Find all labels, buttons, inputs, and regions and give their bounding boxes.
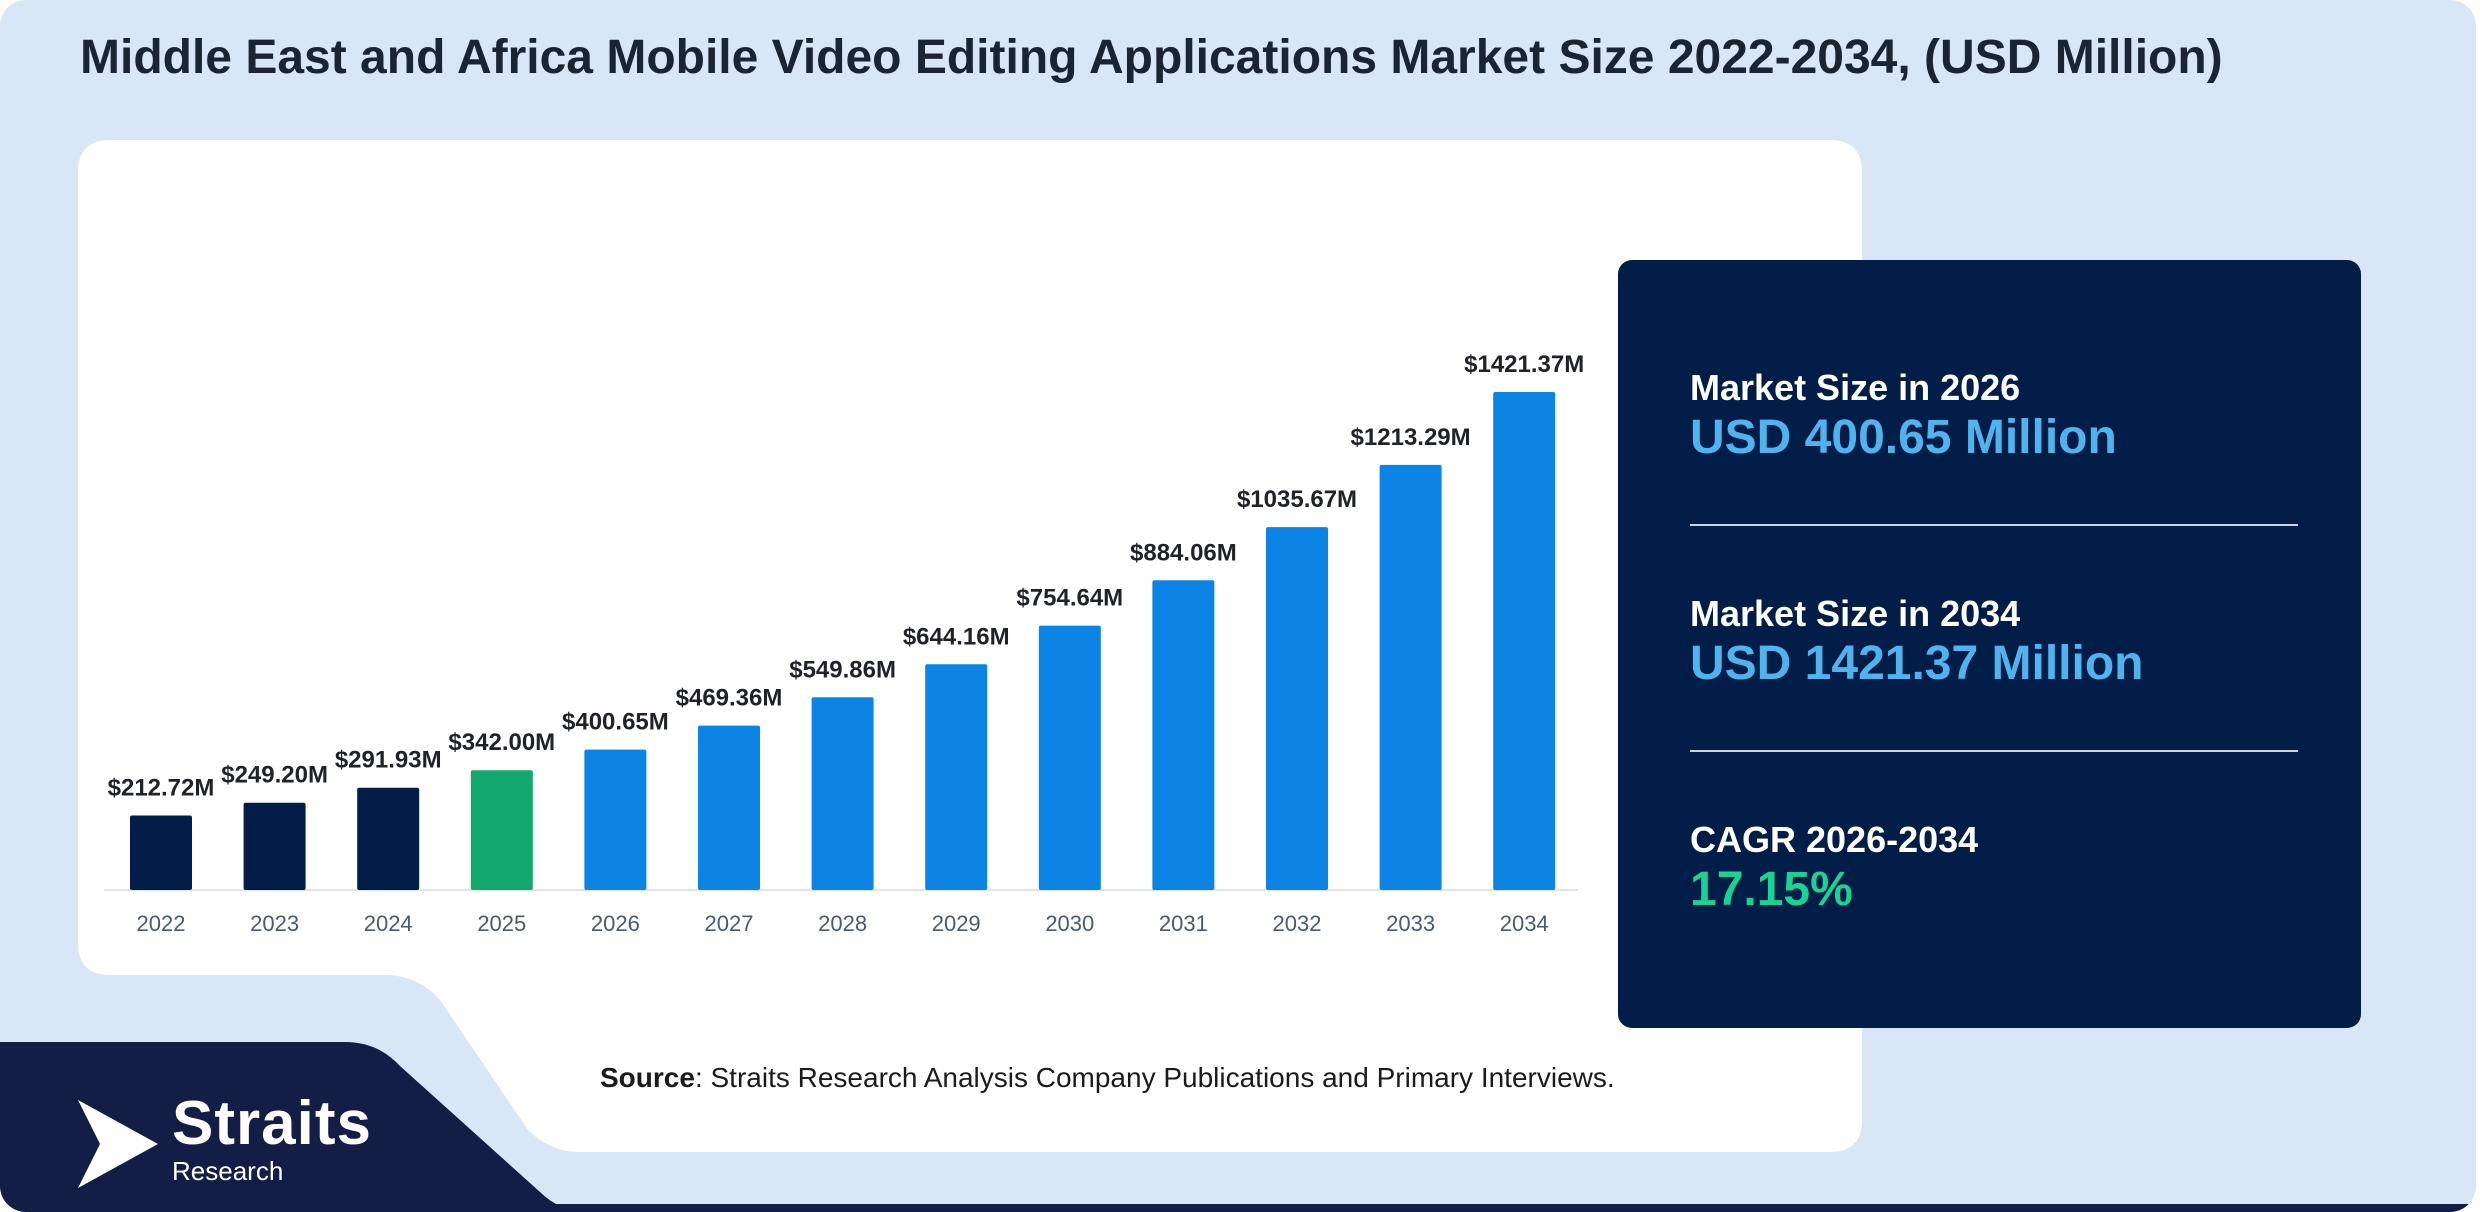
x-tick-label-2027: 2027	[705, 911, 754, 936]
bar-2033	[1379, 464, 1442, 890]
x-tick-label-2031: 2031	[1159, 911, 1208, 936]
bar-2030	[1038, 625, 1101, 890]
x-tick-label-2029: 2029	[932, 911, 981, 936]
bar-2029	[925, 664, 988, 890]
stat-market-size-2034: Market Size in 2034 USD 1421.37 Million	[1690, 592, 2144, 692]
stat-label: Market Size in 2034	[1690, 593, 2021, 634]
source-note: Source: Straits Research Analysis Compan…	[600, 1062, 1615, 1094]
bar-2027	[698, 725, 760, 890]
data-label-2033: $1213.29M	[1351, 424, 1471, 451]
logo-subtitle: Research	[172, 1156, 284, 1186]
divider	[1690, 750, 2298, 752]
x-tick-label-2025: 2025	[477, 911, 526, 936]
stat-value: USD 1421.37 Million	[1690, 637, 2144, 690]
bar-2024	[357, 787, 420, 890]
x-tick-label-2034: 2034	[1500, 911, 1549, 936]
x-tick-label-2032: 2032	[1273, 911, 1322, 936]
data-label-2027: $469.36M	[676, 685, 783, 712]
data-label-2034: $1421.37M	[1464, 351, 1584, 378]
bar-2025	[470, 770, 533, 890]
x-tick-label-2030: 2030	[1045, 911, 1094, 936]
chart-card	[78, 140, 1862, 1152]
bar-2032	[1266, 527, 1328, 890]
key-stats-panel: Market Size in 2026 USD 400.65 Million M…	[1618, 260, 2361, 1028]
bar-2031	[1152, 580, 1215, 890]
footer-band	[0, 1042, 590, 1212]
stat-value: 17.15%	[1690, 863, 1853, 916]
chart-title: Middle East and Africa Mobile Video Edit…	[80, 31, 2223, 84]
data-label-2026: $400.65M	[562, 709, 669, 736]
data-label-2028: $549.86M	[789, 656, 896, 683]
data-label-2029: $644.16M	[903, 623, 1010, 650]
data-label-2022: $212.72M	[108, 775, 215, 802]
stat-value: USD 400.65 Million	[1690, 411, 2117, 464]
data-label-2024: $291.93M	[335, 747, 442, 774]
straits-logo-icon	[78, 1100, 158, 1188]
source-text: : Straits Research Analysis Company Publ…	[694, 1062, 1615, 1093]
x-tick-label-2026: 2026	[591, 911, 640, 936]
x-tick-label-2028: 2028	[818, 911, 867, 936]
data-label-2030: $754.64M	[1016, 585, 1123, 612]
source-label: Source	[600, 1062, 695, 1093]
bar-2026	[584, 749, 647, 890]
bar-2022	[130, 815, 192, 890]
stat-market-size-2026: Market Size in 2026 USD 400.65 Million	[1690, 366, 2117, 466]
bar-2028	[811, 697, 874, 890]
data-label-2025: $342.00M	[448, 729, 555, 756]
stat-cagr: CAGR 2026-2034 17.15%	[1690, 818, 1978, 918]
divider	[1690, 524, 2298, 526]
stat-label: CAGR 2026-2034	[1690, 819, 1979, 860]
x-tick-label-2024: 2024	[364, 911, 413, 936]
x-tick-label-2023: 2023	[250, 911, 299, 936]
brand-logo: Straits Research	[172, 1089, 372, 1187]
x-tick-label-2033: 2033	[1386, 911, 1435, 936]
stat-label: Market Size in 2026	[1690, 367, 2021, 408]
logo-name: Straits	[172, 1089, 372, 1158]
bar-2023	[243, 802, 306, 890]
x-tick-label-2022: 2022	[137, 911, 186, 936]
data-label-2023: $249.20M	[221, 762, 328, 789]
data-label-2031: $884.06M	[1130, 539, 1237, 566]
bar-2034	[1493, 392, 1556, 890]
data-label-2032: $1035.67M	[1237, 486, 1357, 513]
